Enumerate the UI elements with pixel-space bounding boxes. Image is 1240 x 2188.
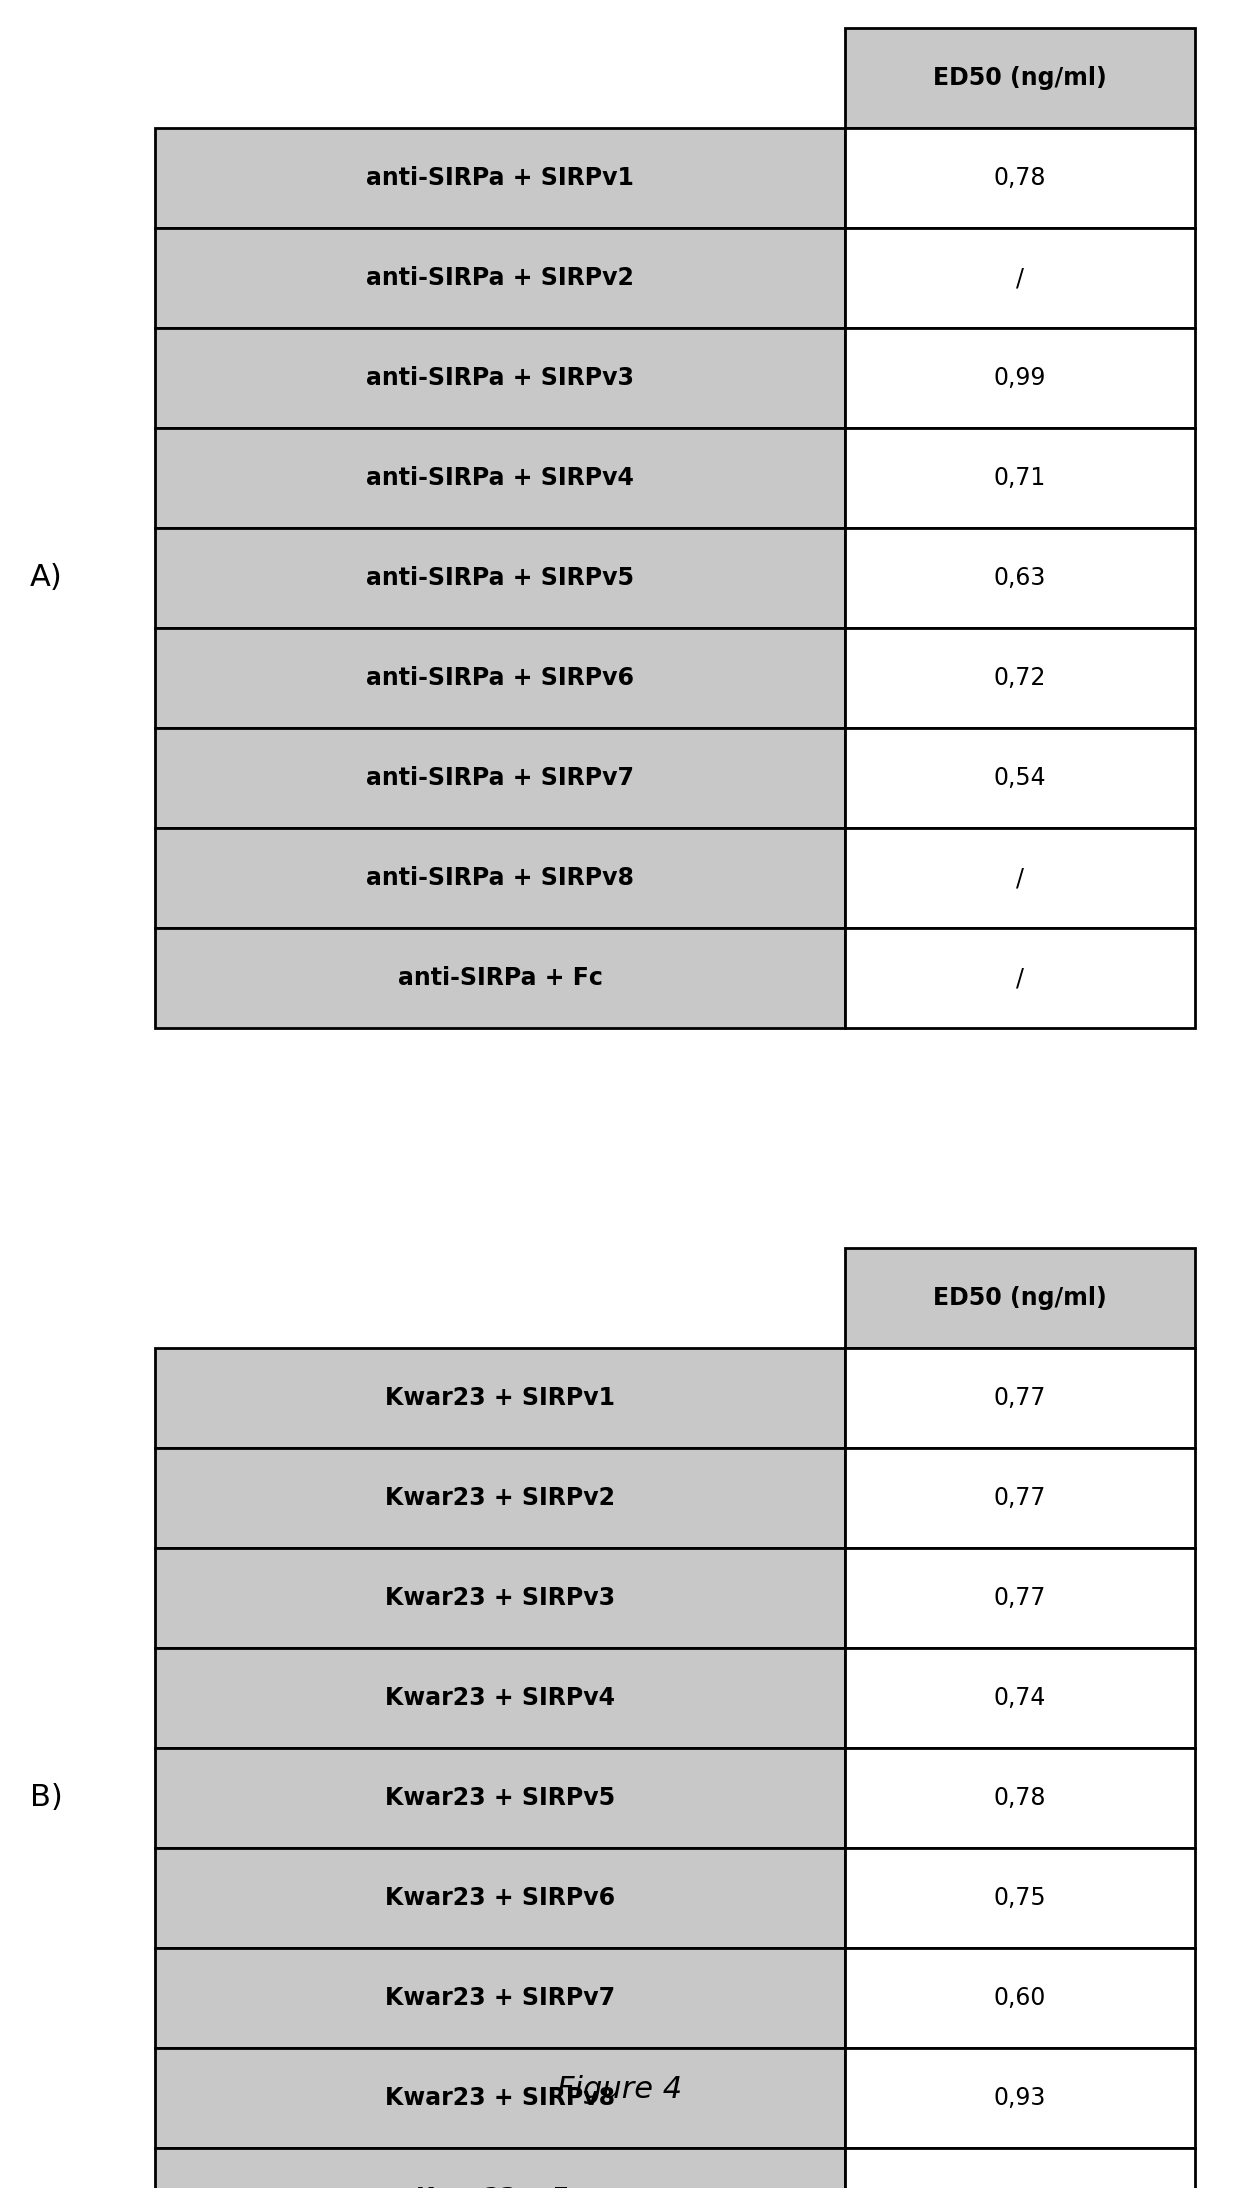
Text: /: /: [1016, 965, 1024, 989]
Text: 0,78: 0,78: [993, 1785, 1047, 1809]
Text: 0,71: 0,71: [994, 466, 1047, 490]
Bar: [155, 1748, 844, 1849]
Text: Figure 4: Figure 4: [558, 2076, 682, 2105]
Bar: [155, 928, 844, 1028]
Text: anti-SIRPa + SIRPv1: anti-SIRPa + SIRPv1: [366, 166, 634, 190]
Text: anti-SIRPa + SIRPv8: anti-SIRPa + SIRPv8: [366, 866, 634, 891]
Text: 0,60: 0,60: [993, 1987, 1047, 2011]
Text: Kwar23 + SIRPv7: Kwar23 + SIRPv7: [384, 1987, 615, 2011]
Bar: [155, 2149, 844, 2188]
Bar: [844, 28, 1195, 129]
Text: 0,54: 0,54: [993, 766, 1047, 790]
Text: Kwar23 + SIRPv2: Kwar23 + SIRPv2: [384, 1486, 615, 1510]
Text: 0,72: 0,72: [993, 665, 1047, 689]
Bar: [844, 1648, 1195, 1748]
Text: 0,77: 0,77: [993, 1586, 1047, 1610]
Bar: [844, 729, 1195, 827]
Bar: [155, 1547, 844, 1648]
Text: 0,77: 0,77: [993, 1385, 1047, 1409]
Text: B): B): [30, 1783, 63, 1812]
Text: ED50 (ng/ml): ED50 (ng/ml): [934, 66, 1107, 90]
Bar: [844, 1448, 1195, 1547]
Text: Kwar23 + SIRPv1: Kwar23 + SIRPv1: [384, 1385, 615, 1409]
Bar: [155, 1648, 844, 1748]
Text: anti-SIRPa + SIRPv7: anti-SIRPa + SIRPv7: [366, 766, 634, 790]
Bar: [155, 2048, 844, 2149]
Text: 0,77: 0,77: [993, 1486, 1047, 1510]
Text: anti-SIRPa + SIRPv4: anti-SIRPa + SIRPv4: [366, 466, 634, 490]
Bar: [844, 1748, 1195, 1849]
Bar: [155, 1348, 844, 1448]
Text: Kwar23 + SIRPv4: Kwar23 + SIRPv4: [384, 1687, 615, 1711]
Text: /: /: [1016, 267, 1024, 291]
Bar: [844, 628, 1195, 729]
Text: Kwar23 + SIRPv5: Kwar23 + SIRPv5: [384, 1785, 615, 1809]
Bar: [844, 527, 1195, 628]
Bar: [155, 429, 844, 527]
Bar: [155, 1448, 844, 1547]
Text: anti-SIRPa + SIRPv6: anti-SIRPa + SIRPv6: [366, 665, 634, 689]
Text: anti-SIRPa + SIRPv3: anti-SIRPa + SIRPv3: [366, 365, 634, 389]
Bar: [844, 2048, 1195, 2149]
Bar: [155, 1947, 844, 2048]
Bar: [844, 1247, 1195, 1348]
Bar: [844, 129, 1195, 228]
Text: 0,74: 0,74: [993, 1687, 1047, 1711]
Bar: [844, 328, 1195, 429]
Bar: [155, 228, 844, 328]
Text: Kwar23 + SIRPv8: Kwar23 + SIRPv8: [384, 2085, 615, 2109]
Text: 0,78: 0,78: [993, 166, 1047, 190]
Text: Kwar23 + SIRPv6: Kwar23 + SIRPv6: [384, 1886, 615, 1910]
Text: 0,93: 0,93: [993, 2085, 1047, 2109]
Bar: [844, 928, 1195, 1028]
Bar: [155, 328, 844, 429]
Text: Kwar23 + SIRPv3: Kwar23 + SIRPv3: [384, 1586, 615, 1610]
Bar: [844, 1849, 1195, 1947]
Text: anti-SIRPa + SIRPv5: anti-SIRPa + SIRPv5: [366, 567, 634, 591]
Bar: [155, 729, 844, 827]
Text: /: /: [1016, 866, 1024, 891]
Bar: [844, 1547, 1195, 1648]
Text: anti-SIRPa + SIRPv2: anti-SIRPa + SIRPv2: [366, 267, 634, 291]
Text: 0,99: 0,99: [993, 365, 1047, 389]
Bar: [844, 1348, 1195, 1448]
Text: ED50 (ng/ml): ED50 (ng/ml): [934, 1287, 1107, 1311]
Text: 0,63: 0,63: [993, 567, 1047, 591]
Bar: [844, 1947, 1195, 2048]
Text: anti-SIRPa + Fc: anti-SIRPa + Fc: [398, 965, 603, 989]
Bar: [155, 527, 844, 628]
Bar: [155, 827, 844, 928]
Bar: [155, 1849, 844, 1947]
Bar: [155, 129, 844, 228]
Text: A): A): [30, 565, 63, 593]
Text: 0,75: 0,75: [993, 1886, 1047, 1910]
Bar: [844, 827, 1195, 928]
Bar: [844, 429, 1195, 527]
Bar: [844, 2149, 1195, 2188]
Bar: [155, 628, 844, 729]
Bar: [844, 228, 1195, 328]
